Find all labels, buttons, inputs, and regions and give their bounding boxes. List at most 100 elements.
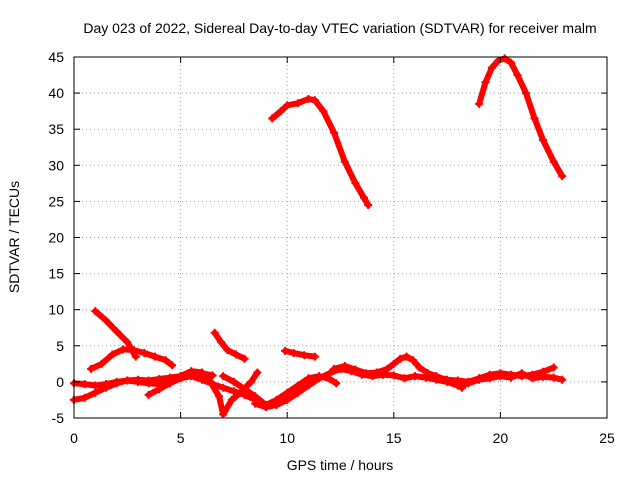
data-point	[102, 383, 110, 392]
data-point	[549, 157, 558, 166]
x-axis-label: GPS time / hours	[287, 457, 394, 473]
data-point	[528, 370, 537, 379]
data-point	[283, 388, 292, 397]
data-point	[80, 393, 89, 402]
data-point	[496, 369, 505, 378]
x-tick-label: 20	[493, 430, 509, 446]
data-point	[123, 376, 132, 385]
x-tick-label: 5	[177, 430, 185, 446]
data-point	[268, 114, 277, 123]
series-arc-1	[269, 95, 372, 208]
chart-title: Day 023 of 2022, Sidereal Day-to-day VTE…	[83, 20, 596, 36]
y-tick-label: 35	[48, 121, 64, 137]
data-point	[229, 377, 238, 386]
data-point	[415, 363, 424, 372]
data-point	[236, 388, 245, 397]
y-tick-label: 40	[48, 85, 64, 101]
data-point	[206, 377, 215, 386]
data-point	[383, 364, 392, 373]
y-tick-label: 45	[48, 49, 64, 65]
data-point	[360, 193, 368, 202]
data-point	[97, 359, 106, 368]
data-point	[487, 63, 496, 72]
data-point	[176, 374, 185, 383]
data-point	[340, 157, 349, 166]
data-point	[134, 377, 142, 386]
data-point	[217, 338, 226, 347]
data-point	[517, 372, 526, 381]
data-point	[293, 99, 302, 108]
series-arc-10	[198, 369, 261, 418]
data-point	[102, 316, 110, 325]
data-point	[240, 385, 249, 394]
data-point	[140, 349, 149, 357]
x-tick-label: 15	[386, 430, 402, 446]
data-point	[494, 56, 503, 65]
data-point	[411, 372, 420, 381]
data-point	[283, 395, 292, 404]
data-point	[400, 374, 409, 383]
data-point	[251, 399, 260, 408]
series-arc-6	[282, 347, 318, 360]
data-point	[500, 54, 509, 63]
data-point	[464, 377, 473, 386]
data-point	[253, 368, 262, 377]
data-point	[112, 327, 121, 336]
data-point	[300, 351, 309, 360]
data-point	[155, 385, 164, 394]
data-point	[549, 373, 558, 382]
data-point	[372, 368, 381, 377]
data-point	[129, 346, 138, 355]
data-point	[304, 94, 313, 103]
x-tick-labels: 0 5 10 15 20 25	[70, 430, 615, 446]
data-point	[558, 172, 567, 181]
data-point	[165, 379, 174, 388]
data-point	[261, 403, 270, 412]
data-point	[304, 381, 313, 390]
data-point	[310, 352, 319, 361]
data-point	[144, 379, 153, 388]
data-point	[315, 374, 324, 383]
data-point	[513, 71, 522, 80]
data-point	[80, 380, 89, 389]
data-point	[549, 363, 558, 372]
data-point	[87, 364, 96, 373]
data-point	[112, 379, 121, 388]
data-point	[443, 375, 452, 384]
data-point	[539, 136, 547, 144]
data-point	[432, 372, 441, 381]
data-point	[281, 346, 290, 355]
data-point	[409, 356, 417, 365]
series-arc-2	[476, 55, 566, 180]
y-tick-labels: -5 0 5 10 15 20 25 30 35 40 45	[48, 49, 64, 426]
data-point	[232, 350, 240, 359]
data-point	[272, 401, 281, 409]
data-point	[351, 365, 360, 374]
data-point	[283, 101, 292, 110]
data-point	[91, 388, 100, 397]
data-point	[530, 114, 539, 123]
y-tick-label: -5	[52, 410, 65, 426]
x-tick-label: 0	[70, 430, 78, 446]
data-series	[70, 54, 567, 419]
data-point	[131, 352, 140, 361]
y-tick-label: 30	[48, 157, 64, 173]
data-point	[396, 354, 405, 363]
data-point	[558, 375, 567, 384]
grid-lines	[74, 57, 607, 418]
data-point	[319, 107, 328, 116]
series-arc-4	[88, 346, 176, 372]
data-point	[293, 381, 302, 390]
data-point	[402, 352, 411, 361]
data-point	[108, 350, 117, 359]
data-point	[247, 377, 255, 386]
data-point	[91, 381, 100, 390]
data-point	[210, 328, 219, 337]
data-point	[123, 338, 132, 347]
data-point	[215, 392, 223, 401]
data-point	[325, 369, 334, 378]
data-point	[351, 179, 360, 188]
data-point	[119, 345, 127, 354]
series-arc-13	[331, 353, 465, 391]
data-point	[364, 201, 373, 209]
